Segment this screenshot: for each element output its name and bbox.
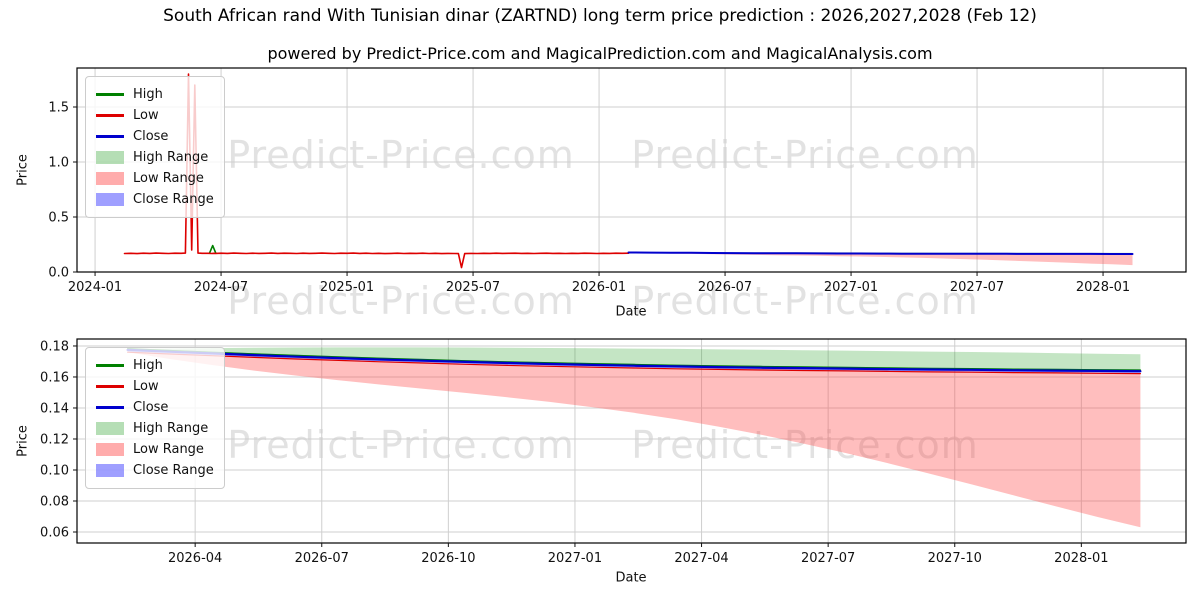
y-tick-label: 1.0 [48,155,69,170]
legend-label: Low [133,108,159,123]
legend-label: Close [133,400,169,415]
y-tick-label: 0.14 [40,401,69,416]
legend-item-close: Close [96,126,214,147]
y-tick-label: 0.08 [40,494,69,509]
x-tick-label: 2026-07 [295,551,349,566]
legend-label: High Range [133,150,209,165]
high-history-line [208,244,217,254]
legend-label: Close [133,129,169,144]
legend-patch-swatch [96,193,124,206]
legend-item-low-range: Low Range [96,439,214,460]
close-forecast-line [627,251,1134,255]
legend-line-swatch [96,135,124,138]
legend-label: High [133,358,163,373]
legend-patch-swatch [96,443,124,456]
legend-item-high-range: High Range [96,418,214,439]
legend-label: Close Range [133,192,214,207]
legend-item-close-range: Close Range [96,460,214,481]
top-chart-ylabel: Price [15,154,31,186]
legend-item-close: Close [96,397,214,418]
x-tick-label: 2028-01 [1076,280,1130,295]
y-tick-label: 1.5 [48,100,69,115]
legend-item-high: High [96,355,214,376]
high-range-band [127,347,1141,370]
legend-label: Low Range [133,171,204,186]
plot-border [76,338,1187,544]
bottom-chart-legend: High Low Close High Range Low Range Close Ran… [85,347,225,489]
watermark-text: Predict-Price.com [227,133,575,177]
watermark-text: Predict-Price.com [631,279,979,323]
legend-item-low: Low [96,105,214,126]
x-tick-label: 2028-01 [1054,551,1108,566]
top-chart-xlabel: Date [615,304,647,320]
watermark-text: Predict-Price.com [631,133,979,177]
y-tick-label: 0.10 [40,463,69,478]
x-tick-label: 2026-01 [572,280,626,295]
x-tick-label: 2024-01 [68,280,122,295]
legend-label: High Range [133,421,209,436]
y-tick-label: 0.12 [40,432,69,447]
x-tick-label: 2027-10 [928,551,982,566]
legend-line-swatch [96,364,124,367]
plot-border [76,67,1187,273]
legend-label: Low Range [133,442,204,457]
legend-patch-swatch [96,464,124,477]
legend-line-swatch [96,114,124,117]
watermark-text: Predict-Price.com [227,279,575,323]
low-history-line [123,73,630,269]
x-tick-label: 2027-04 [674,551,728,566]
watermark-text: Predict-Price.com [227,423,575,467]
close-forecast-line [126,348,1142,373]
x-tick-label: 2027-01 [824,280,878,295]
bottom-chart-ylabel: Price [15,425,31,457]
x-tick-label: 2026-07 [698,280,752,295]
high-forecast-line [126,348,1142,371]
top-chart-legend: High Low Close High Range Low Range Close Ran… [85,76,225,218]
x-tick-label: 2025-07 [446,280,500,295]
low-forecast-line [126,351,1142,375]
legend-patch-swatch [96,172,124,185]
x-tick-label: 2026-10 [421,551,475,566]
legend-label: Close Range [133,463,214,478]
legend-line-swatch [96,385,124,388]
legend-item-low-range: Low Range [96,168,214,189]
bottom-chart-xlabel: Date [615,570,647,586]
legend-item-low: Low [96,376,214,397]
legend-label: High [133,87,163,102]
y-tick-label: 0.0 [48,266,69,281]
legend-label: Low [133,379,159,394]
x-tick-label: 2025-01 [320,280,374,295]
watermark-text: Predict-Price.com [631,423,979,467]
y-tick-label: 0.06 [40,525,69,540]
legend-patch-swatch [96,151,124,164]
x-tick-label: 2027-01 [548,551,602,566]
low-range-band [628,252,1133,266]
page-title: South African rand With Tunisian dinar (… [163,6,1037,26]
legend-line-swatch [96,93,124,96]
y-tick-label: 0.16 [40,370,69,385]
x-tick-label: 2026-04 [168,551,222,566]
legend-item-high: High [96,84,214,105]
x-tick-label: 2027-07 [801,551,855,566]
legend-item-close-range: Close Range [96,189,214,210]
x-tick-label: 2024-07 [194,280,248,295]
x-tick-label: 2027-07 [950,280,1004,295]
y-tick-label: 0.18 [40,339,69,354]
page-subtitle: powered by Predict-Price.com and Magical… [267,44,933,63]
low-range-band [127,352,1141,528]
y-tick-label: 0.5 [48,210,69,225]
legend-line-swatch [96,406,124,409]
legend-item-high-range: High Range [96,147,214,168]
legend-patch-swatch [96,422,124,435]
